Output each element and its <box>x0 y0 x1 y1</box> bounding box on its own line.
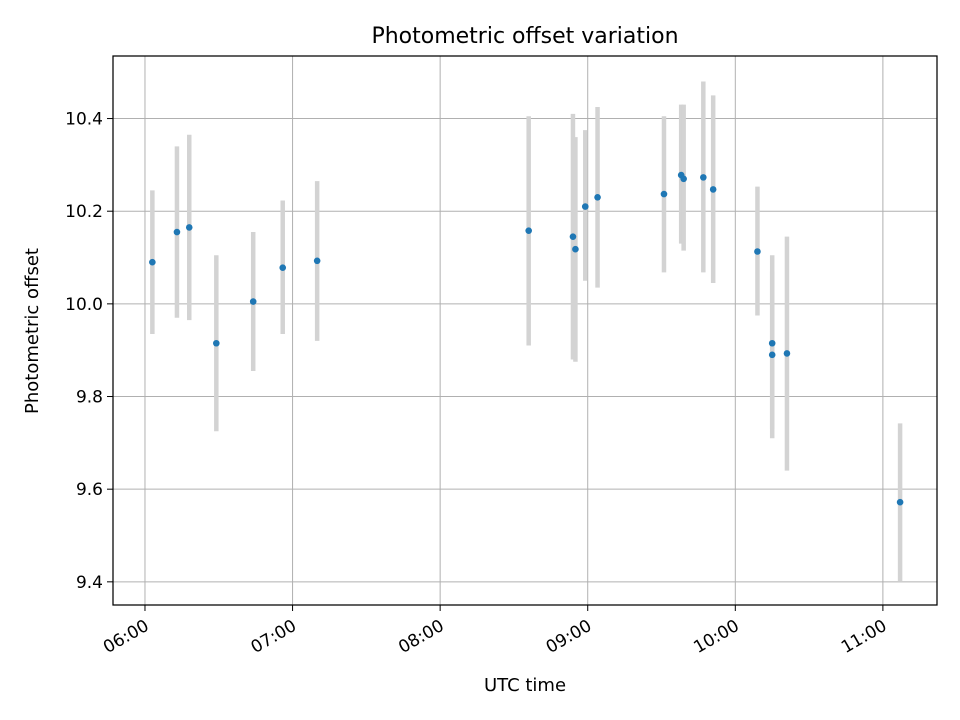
data-point <box>660 190 668 198</box>
data-point <box>279 264 287 272</box>
y-axis-ticks: 9.4 9.6 9.8 10.0 10.2 10.4 <box>65 110 113 593</box>
data-point <box>313 257 321 265</box>
y-tick-label: 9.6 <box>76 480 103 500</box>
data-points <box>149 171 904 506</box>
data-point <box>581 203 589 210</box>
y-tick-label: 9.4 <box>76 573 103 593</box>
x-axis-label: UTC time <box>484 675 566 696</box>
data-point <box>149 258 156 266</box>
data-point <box>700 174 707 181</box>
data-point <box>783 350 791 357</box>
plot-frame <box>112 55 938 606</box>
data-point <box>213 339 220 347</box>
y-tick-label: 10.4 <box>65 110 103 130</box>
y-tick-label: 9.8 <box>76 388 103 408</box>
y-tick-label: 10.2 <box>65 202 103 222</box>
data-point <box>680 175 687 183</box>
data-point <box>525 227 532 234</box>
data-point <box>173 228 181 236</box>
data-point <box>754 248 761 255</box>
chart-title: Photometric offset variation <box>371 24 678 49</box>
y-axis-label: Photometric offset <box>22 248 43 414</box>
data-point <box>185 224 193 231</box>
data-point <box>709 186 717 193</box>
data-point <box>249 298 257 305</box>
gridlines <box>113 56 937 605</box>
data-point <box>896 498 904 506</box>
data-point <box>569 233 577 240</box>
y-tick-label: 10.0 <box>65 295 103 315</box>
data-point <box>594 194 601 201</box>
data-point <box>768 339 776 347</box>
data-point <box>572 245 579 253</box>
data-point <box>768 351 776 359</box>
